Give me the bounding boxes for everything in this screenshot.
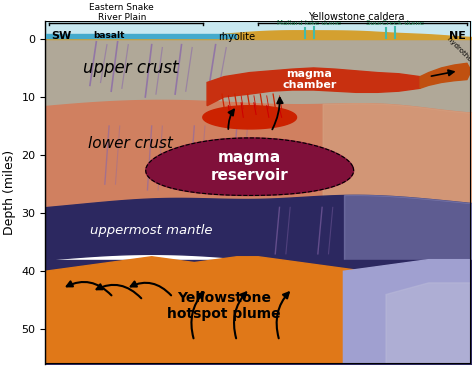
Text: rhyolite: rhyolite [219, 32, 255, 41]
Polygon shape [45, 257, 407, 364]
Polygon shape [146, 138, 354, 196]
Text: magma
chamber: magma chamber [282, 69, 337, 90]
Text: SW: SW [52, 31, 72, 41]
Text: Yellowstone
hotspot plume: Yellowstone hotspot plume [167, 291, 281, 321]
Text: Mallard lake dome: Mallard lake dome [277, 20, 341, 26]
Polygon shape [343, 259, 471, 364]
Polygon shape [420, 63, 471, 88]
Text: upper crust: upper crust [82, 59, 178, 77]
Text: uppermost mantle: uppermost mantle [91, 224, 213, 237]
Text: lower crust: lower crust [88, 136, 173, 151]
Text: basalt: basalt [93, 31, 125, 40]
Polygon shape [386, 283, 471, 364]
Text: SourCreek dome: SourCreek dome [365, 20, 424, 26]
Text: hydrothermal fluids: hydrothermal fluids [446, 36, 474, 88]
Polygon shape [203, 106, 297, 129]
Text: Eastern Snake
River Plain: Eastern Snake River Plain [90, 3, 154, 22]
Polygon shape [207, 68, 420, 106]
Text: Yellowstone caldera: Yellowstone caldera [308, 12, 404, 22]
Text: magma
reservoir: magma reservoir [211, 150, 289, 183]
Text: NE: NE [449, 31, 466, 41]
Y-axis label: Depth (miles): Depth (miles) [3, 150, 16, 235]
